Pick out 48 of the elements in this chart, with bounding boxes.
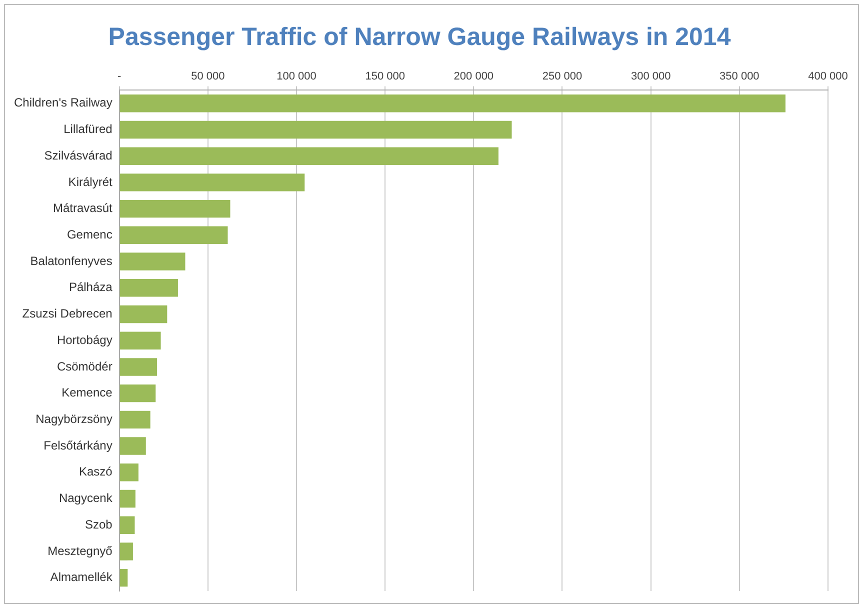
x-tick-label: 250 000 [542,70,582,83]
bar [120,226,228,244]
y-tick-label: Gemenc [66,227,112,242]
x-tick-label: 400 000 [808,70,848,83]
y-tick-label: Csömödér [56,359,112,374]
y-tick-label: Nagycenk [58,491,114,506]
bar [120,200,230,218]
x-tick-label: 150 000 [365,70,405,83]
x-tick-label: 350 000 [720,70,760,83]
y-tick-label: Felsőtárkány [44,438,112,452]
bar [120,120,512,139]
y-tick-label: Hortobágy [56,332,112,347]
bar [120,94,786,112]
chart-title: Passenger Traffic of Narrow Gauge Railways in 2014 [108,22,731,51]
x-tick-label: 200 000 [454,70,494,83]
x-tick-label: 50 000 [191,70,225,83]
y-tick-label: Kemence [62,386,113,400]
bar [120,384,156,402]
y-tick-label: Children's Railway [14,96,112,110]
bar [120,464,138,482]
y-tick-label: Lillafüred [64,122,112,136]
y-tick-label: Almamellék [50,570,114,584]
y-tick-label: Zsuzsi Debrecen [22,306,112,321]
y-tick-label: Szilvásvárad [44,148,112,162]
bar [120,147,498,165]
y-tick-label: Mátravasút [52,201,113,216]
x-tick-label: 300 000 [630,70,671,83]
bar [120,437,146,455]
bar [120,358,158,376]
y-tick-label: Pálháza [68,280,113,294]
bar [120,252,186,270]
bar [120,490,136,508]
x-tick-label: - [117,70,122,83]
bar [120,410,150,429]
bar [120,568,128,587]
y-tick-label: Nagybörzsöny [36,412,112,426]
bar [120,516,135,534]
bar [120,279,178,297]
y-tick-label: Királyrét [68,174,113,189]
bar [120,542,133,560]
y-tick-label: Balatonfenyves [30,254,112,268]
bar [120,305,168,324]
x-tick-label: 100 000 [276,70,316,83]
bar [120,174,305,192]
y-tick-label: Kaszó [78,464,113,479]
bar [120,332,161,350]
y-tick-label: Szob [84,517,113,532]
y-tick-label: Mesztegnyő [48,544,113,558]
